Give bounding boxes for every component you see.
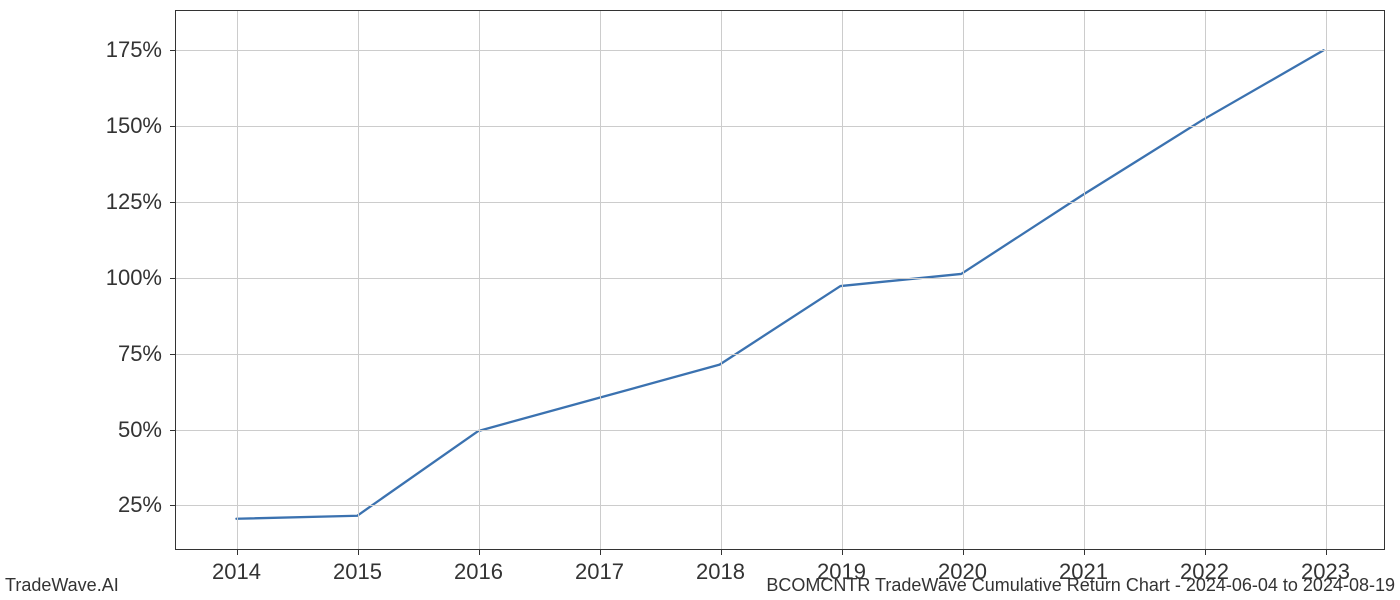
x-tick-mark [1084, 549, 1085, 555]
grid-line-horizontal [176, 278, 1384, 279]
grid-line-horizontal [176, 505, 1384, 506]
grid-line-horizontal [176, 126, 1384, 127]
y-tick-mark [170, 126, 176, 127]
x-tick-mark [1326, 549, 1327, 555]
x-tick-mark [1205, 549, 1206, 555]
y-tick-mark [170, 505, 176, 506]
grid-line-horizontal [176, 202, 1384, 203]
grid-line-vertical [358, 11, 359, 549]
x-tick-mark [358, 549, 359, 555]
x-tick-mark [842, 549, 843, 555]
y-tick-label: 125% [106, 189, 162, 215]
grid-line-vertical [479, 11, 480, 549]
return-line [236, 50, 1323, 518]
plot-area: 2014201520162017201820192020202120222023… [175, 10, 1385, 550]
y-tick-label: 25% [118, 492, 162, 518]
grid-line-horizontal [176, 354, 1384, 355]
x-tick-mark [237, 549, 238, 555]
y-tick-mark [170, 50, 176, 51]
grid-line-vertical [963, 11, 964, 549]
x-tick-label: 2015 [333, 559, 382, 585]
y-tick-mark [170, 202, 176, 203]
x-tick-label: 2016 [454, 559, 503, 585]
grid-line-vertical [1084, 11, 1085, 549]
y-tick-mark [170, 354, 176, 355]
grid-line-vertical [600, 11, 601, 549]
grid-line-vertical [842, 11, 843, 549]
y-tick-label: 100% [106, 265, 162, 291]
x-tick-mark [721, 549, 722, 555]
x-tick-mark [963, 549, 964, 555]
grid-line-horizontal [176, 50, 1384, 51]
x-tick-mark [600, 549, 601, 555]
footer-caption: BCOMCNTR TradeWave Cumulative Return Cha… [766, 575, 1395, 596]
y-tick-mark [170, 430, 176, 431]
grid-line-vertical [237, 11, 238, 549]
x-tick-label: 2018 [696, 559, 745, 585]
x-tick-label: 2014 [212, 559, 261, 585]
y-tick-mark [170, 278, 176, 279]
grid-line-horizontal [176, 430, 1384, 431]
grid-line-vertical [1205, 11, 1206, 549]
chart-container: 2014201520162017201820192020202120222023… [175, 10, 1385, 550]
footer-brand: TradeWave.AI [5, 575, 119, 596]
y-tick-label: 175% [106, 37, 162, 63]
grid-line-vertical [1326, 11, 1327, 549]
y-tick-label: 75% [118, 341, 162, 367]
y-tick-label: 50% [118, 417, 162, 443]
y-tick-label: 150% [106, 113, 162, 139]
grid-line-vertical [721, 11, 722, 549]
x-tick-label: 2017 [575, 559, 624, 585]
x-tick-mark [479, 549, 480, 555]
